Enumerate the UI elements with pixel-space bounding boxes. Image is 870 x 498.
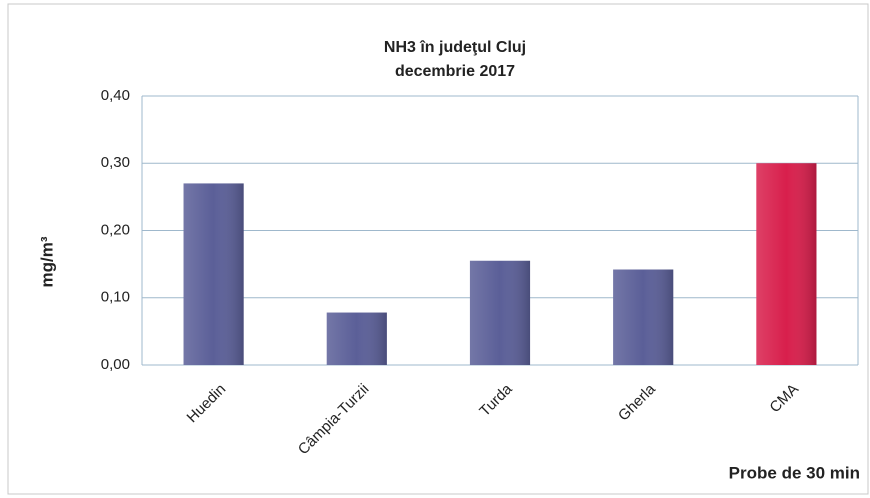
bar-shade	[469, 260, 531, 365]
bar-shade	[326, 312, 387, 365]
x-tick-label: Câmpia-Turzii	[295, 381, 373, 459]
x-tick-label: Turda	[476, 380, 516, 420]
chart-border	[7, 3, 869, 495]
bar-shade	[756, 163, 817, 365]
y-tick-label: 0,20	[101, 221, 130, 238]
x-tick-label: CMA	[766, 381, 802, 417]
y-tick-label: 0,00	[101, 356, 130, 373]
bar-shade	[613, 269, 674, 365]
x-axis-title: Probe de 30 min	[729, 463, 860, 482]
bar-shade	[183, 183, 244, 365]
chart-title: NH3 în judeţul Cluj	[384, 39, 526, 56]
chart-subtitle: decembrie 2017	[395, 63, 515, 80]
y-tick-label: 0,40	[101, 87, 130, 104]
y-axis-title: mg/m³	[37, 236, 56, 287]
y-tick-label: 0,30	[101, 154, 130, 171]
y-tick-label: 0,10	[101, 289, 130, 306]
x-tick-label: Huedin	[184, 381, 230, 427]
x-tick-label: Gherla	[615, 380, 659, 424]
